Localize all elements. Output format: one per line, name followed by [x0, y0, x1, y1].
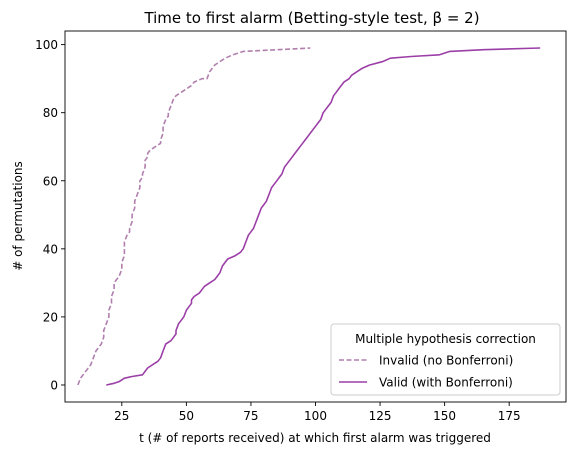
x-tick-label: 175 [498, 409, 521, 423]
y-tick-label: 0 [50, 378, 58, 392]
x-tick-label: 125 [369, 409, 392, 423]
legend-label-invalid: Invalid (no Bonferroni) [379, 354, 513, 368]
x-tick-label: 25 [114, 409, 129, 423]
y-axis-label: # of permutations [11, 161, 25, 271]
y-tick-label: 20 [43, 310, 58, 324]
x-tick-label: 100 [304, 409, 327, 423]
series-line-invalid [77, 47, 311, 386]
legend-title: Multiple hypothesis correction [355, 332, 536, 346]
legend-label-valid: Valid (with Bonferroni) [379, 376, 513, 390]
series-layer [77, 47, 541, 386]
y-tick-label: 100 [35, 38, 58, 52]
y-tick-label: 60 [43, 174, 58, 188]
series-line-valid [106, 47, 541, 386]
x-tick-label: 50 [179, 409, 194, 423]
chart-title: Time to first alarm (Betting-style test,… [143, 9, 479, 27]
x-axis-label: t (# of reports received) at which first… [139, 431, 491, 445]
y-tick-label: 40 [43, 242, 58, 256]
x-tick-label: 75 [243, 409, 258, 423]
x-axis: 25 50 75 100 125 150 175 [114, 402, 521, 423]
legend-box [330, 323, 561, 396]
x-tick-label: 150 [433, 409, 456, 423]
y-axis: 0 20 40 60 80 100 [35, 38, 65, 392]
legend: Multiple hypothesis correction Invalid (… [330, 323, 561, 396]
y-tick-label: 80 [43, 106, 58, 120]
